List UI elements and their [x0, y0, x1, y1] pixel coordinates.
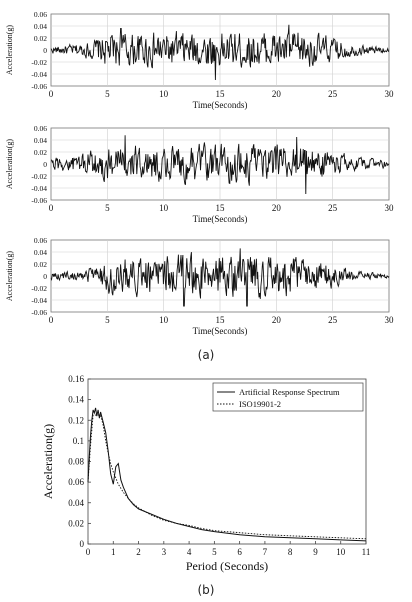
x-tick-label: 15: [216, 315, 226, 325]
y-axis-label: Acceleration(g): [41, 424, 55, 499]
y-tick-label: -0.02: [31, 58, 47, 67]
x-tick-label: 7: [263, 547, 268, 557]
y-tick-label: -0.06: [31, 308, 47, 317]
x-tick-label: 1: [111, 547, 116, 557]
x-tick-label: 15: [216, 203, 226, 213]
time-history-chart-1: 0 5 10 15 20 25 30 0.06 0.04 0.02 0 -0.02 -0.04 -0.06…: [5, 10, 394, 110]
y-tick-label: 0: [80, 539, 85, 549]
x-tick-label: 0: [49, 89, 54, 99]
time-history-chart-2: 0 5 10 15 20 25 30 0.06 0.04 0.02 0 -0.02 -0.04 -0.06…: [5, 124, 394, 224]
y-tick-label: 0.02: [34, 34, 47, 43]
x-tick-label: 10: [159, 203, 169, 213]
y-tick-label: 0.06: [68, 477, 84, 487]
x-axis-label: Time(Seconds): [193, 100, 248, 110]
x-tick-label: 0: [49, 315, 54, 325]
acceleration-series-line: [50, 248, 390, 307]
x-tick-label: 25: [328, 89, 338, 99]
x-tick-label: 0: [86, 547, 91, 557]
x-axis-label: Time(Seconds): [193, 326, 248, 336]
y-tick-label: 0: [43, 272, 47, 281]
legend-box: [212, 382, 364, 412]
x-tick-label: 20: [272, 89, 282, 99]
x-tick-label: 30: [385, 89, 395, 99]
x-tick-label: 2: [136, 547, 141, 557]
y-tick-label: 0.14: [68, 395, 84, 405]
y-tick-label: 0.04: [34, 22, 47, 31]
y-tick-label: 0.08: [68, 457, 84, 467]
x-tick-label: 4: [187, 547, 192, 557]
x-tick-label: 9: [313, 547, 318, 557]
acceleration-series-line: [50, 24, 390, 81]
y-tick-label: -0.06: [31, 82, 47, 91]
time-history-chart-3: 0 5 10 15 20 25 30 0.06 0.04 0.02 0 -0.02 -0.04 -0.06…: [5, 236, 394, 336]
y-tick-label: 0.16: [68, 374, 84, 384]
y-axis-label: Acceleration(g): [5, 139, 14, 190]
x-tick-label: 10: [336, 547, 346, 557]
x-tick-label: 30: [385, 315, 395, 325]
y-tick-label: 0.12: [68, 415, 84, 425]
y-tick-label: 0.02: [34, 260, 47, 269]
x-tick-label: 11: [362, 547, 371, 557]
y-tick-label: -0.02: [31, 284, 47, 293]
caption-a: (a): [198, 348, 215, 362]
x-tick-label: 8: [288, 547, 293, 557]
y-tick-label: 0.02: [34, 148, 47, 157]
x-tick-label: 10: [159, 315, 169, 325]
y-tick-label: 0.06: [34, 124, 47, 133]
y-tick-label: -0.06: [31, 196, 47, 205]
y-tick-label: 0.02: [68, 518, 84, 528]
x-tick-label: 5: [105, 315, 110, 325]
y-tick-label: 0.04: [34, 136, 47, 145]
y-tick-label: -0.02: [31, 172, 47, 181]
x-tick-label: 30: [385, 203, 395, 213]
legend-label: ISO19901-2: [239, 399, 281, 409]
legend-label: Artificial Response Spectrum: [239, 387, 340, 397]
y-tick-label: -0.04: [31, 70, 47, 79]
x-tick-label: 20: [272, 203, 282, 213]
x-tick-label: 0: [49, 203, 54, 213]
x-axis-label: Period (Seconds): [186, 559, 268, 573]
y-tick-label: -0.04: [31, 296, 47, 305]
y-axis-label: Acceleration(g): [5, 251, 14, 302]
y-tick-label: 0: [43, 160, 47, 169]
y-tick-label: -0.04: [31, 184, 47, 193]
x-tick-label: 5: [212, 547, 217, 557]
y-tick-label: 0.04: [68, 498, 84, 508]
x-tick-label: 3: [162, 547, 167, 557]
x-tick-label: 5: [105, 203, 110, 213]
x-tick-label: 15: [216, 89, 226, 99]
x-tick-label: 6: [237, 547, 242, 557]
x-tick-label: 10: [159, 89, 169, 99]
artificial-response-spectrum-series-line: [87, 407, 367, 542]
x-tick-label: 5: [105, 89, 110, 99]
response-spectrum-chart: 0 1 2 3 4 5 6 7 8 9 10 11 0 0.02 0.04 0.06 0.08 0.1 0.12 0.…: [41, 374, 370, 573]
y-axis-label: Acceleration(g): [5, 25, 14, 76]
acceleration-series-line: [51, 135, 390, 195]
x-tick-label: 25: [328, 315, 338, 325]
y-tick-label: 0.1: [73, 436, 84, 446]
x-tick-label: 25: [328, 203, 338, 213]
y-tick-label: 0: [43, 46, 47, 55]
y-tick-label: 0.06: [34, 236, 47, 245]
iso19901-2-series-line: [87, 414, 367, 540]
y-tick-label: 0.04: [34, 248, 47, 257]
caption-b: (b): [198, 583, 215, 597]
y-tick-label: 0.06: [34, 10, 47, 19]
x-tick-label: 20: [272, 315, 282, 325]
x-axis-label: Time(Seconds): [193, 214, 248, 224]
